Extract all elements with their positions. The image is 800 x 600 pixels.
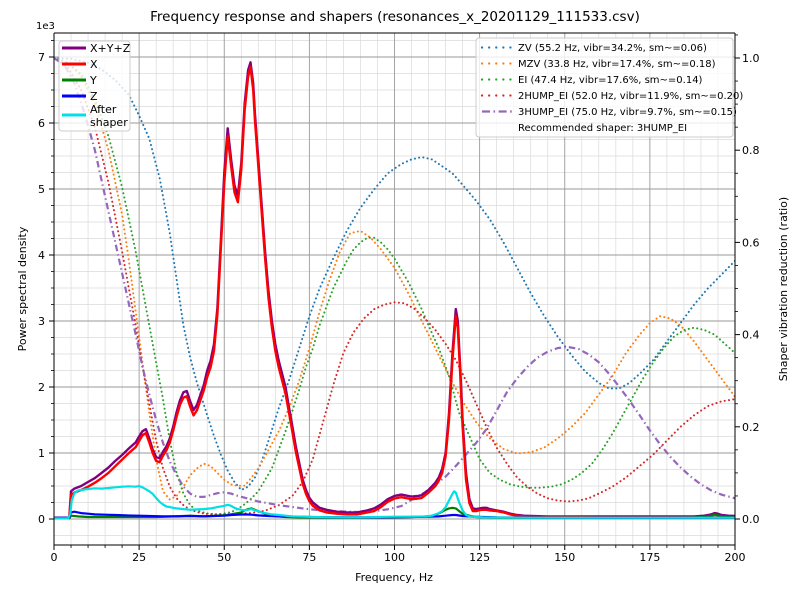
- x-tick-label: 75: [302, 551, 316, 564]
- axes-spines-and-ticks: 0 25 50 75 100 125 150 175 200 0 1 2 3 4 5 6 7 0.0 0.2 0.4 0…: [38, 32, 760, 564]
- y-tick-label-left: 5: [38, 183, 45, 196]
- legend-entry-label: X: [90, 58, 98, 71]
- x-tick-label: 125: [469, 551, 490, 564]
- right-axis-label: Shaper vibration reduction (ratio): [777, 197, 790, 381]
- y-tick-label-left: 1: [38, 447, 45, 460]
- plot-curves: [54, 57, 735, 520]
- y-tick-label-right: 0.6: [742, 236, 760, 249]
- legend-entry-label: X+Y+Z: [90, 42, 131, 55]
- x-tick-label: 50: [217, 551, 231, 564]
- y-tick-label-left: 6: [38, 117, 45, 130]
- y-tick-label-right: 0.0: [742, 513, 760, 526]
- legend-entry-label: After: [90, 103, 117, 116]
- y-tick-label-right: 0.8: [742, 144, 760, 157]
- x-axis-label: Frequency, Hz: [355, 571, 433, 584]
- y-tick-label-left: 2: [38, 381, 45, 394]
- chart-title: Frequency response and shapers (resonanc…: [150, 9, 640, 25]
- y-tick-label-left: 4: [38, 249, 45, 262]
- legend-shaper-label: 3HUMP_EI (75.0 Hz, vibr=9.7%, sm~=0.15): [518, 107, 737, 118]
- y-tick-label-right: 1.0: [742, 52, 760, 65]
- x-tick-label: 200: [725, 551, 746, 564]
- legend-shaper-label: EI (47.4 Hz, vibr=17.6%, sm~=0.14): [518, 75, 703, 86]
- y-tick-label-right: 0.4: [742, 329, 760, 342]
- series-shaper-mzv: [54, 57, 735, 501]
- y-tick-label-right: 0.2: [742, 421, 760, 434]
- x-tick-label: 150: [554, 551, 575, 564]
- y-tick-label-left: 3: [38, 315, 45, 328]
- legend-box: [475, 37, 734, 138]
- x-tick-label: 25: [132, 551, 146, 564]
- legend-shaper-label: 2HUMP_EI (52.0 Hz, vibr=11.9%, sm~=0.20): [518, 91, 743, 102]
- legend-entry-label: Z: [90, 90, 98, 103]
- y-axis-offset-multiplier: 1e3: [36, 21, 55, 32]
- legend-shapers: ZV (55.2 Hz, vibr=34.2%, sm~=0.06) MZV (3…: [475, 37, 743, 138]
- legend-shaper-label: ZV (55.2 Hz, vibr=34.2%, sm~=0.06): [518, 43, 707, 54]
- legend-recommendation-note: Recommended shaper: 3HUMP_EI: [518, 123, 687, 134]
- legend-shaper-label: MZV (33.8 Hz, vibr=17.4%, sm~=0.18): [518, 59, 716, 70]
- series-shaper-ei: [54, 57, 735, 516]
- x-tick-label: 0: [51, 551, 58, 564]
- left-axis-label: Power spectral density: [16, 226, 29, 351]
- series-shaper-zv: [54, 57, 735, 491]
- legend-entry-label: Y: [89, 74, 97, 87]
- legend-entry-label: shaper: [90, 116, 128, 129]
- series-shaper-2hump-ei: [54, 57, 735, 516]
- series-psd-x: [54, 65, 735, 519]
- y-tick-label-left: 7: [38, 51, 45, 64]
- series-psd-after-shaper: [54, 484, 735, 520]
- x-tick-label: 175: [639, 551, 660, 564]
- y-tick-label-left: 0: [38, 513, 45, 526]
- x-tick-label: 100: [384, 551, 405, 564]
